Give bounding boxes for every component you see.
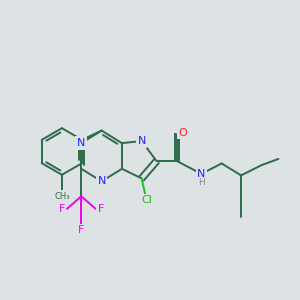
Text: CH₃: CH₃: [54, 192, 70, 201]
Text: O: O: [178, 128, 187, 138]
Text: H: H: [198, 178, 205, 187]
Text: Cl: Cl: [142, 195, 152, 205]
Text: F: F: [58, 204, 65, 214]
Text: N: N: [137, 136, 146, 146]
Text: N: N: [197, 169, 206, 179]
Text: F: F: [98, 204, 104, 214]
Text: N: N: [98, 176, 106, 186]
Text: F: F: [78, 225, 85, 235]
Text: N: N: [77, 138, 86, 148]
